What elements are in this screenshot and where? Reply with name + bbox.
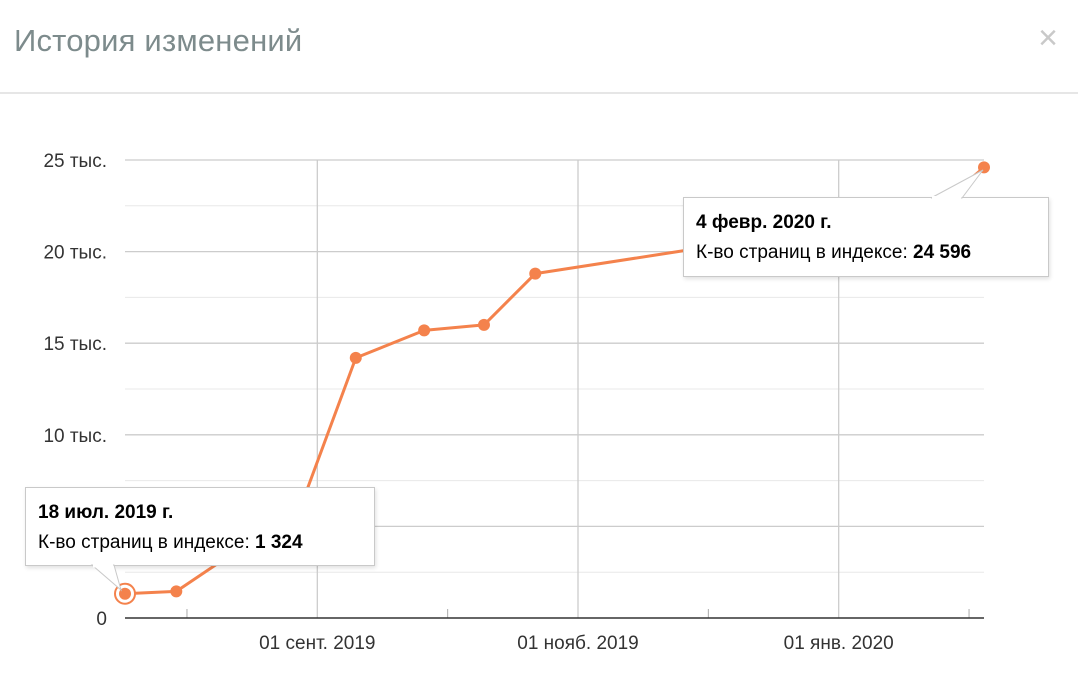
tooltip-metric-label: К-во страниц в индексе: <box>696 242 908 263</box>
tooltip-date: 4 февр. 2020 г. <box>696 212 832 233</box>
modal-header: История изменений × <box>0 0 1078 94</box>
tooltip-value: 24 596 <box>913 242 972 263</box>
tooltip-last-pointer <box>930 169 984 199</box>
x-tick-label: 01 сент. 2019 <box>259 633 375 654</box>
tooltip-first-point: 18 июл. 2019 г. К-во страниц в индексе: … <box>25 487 375 566</box>
y-tick-label: 25 тыс. <box>43 151 107 172</box>
data-point <box>170 585 183 598</box>
tooltip-metric-row: К-во страниц в индексе: 1 324 <box>38 528 362 558</box>
tooltip-date: 18 июл. 2019 г. <box>38 502 174 523</box>
chart-axes <box>125 609 984 619</box>
y-tick-label: 20 тыс. <box>43 243 107 264</box>
data-point <box>119 587 131 600</box>
y-tick-label: 15 тыс. <box>43 334 107 355</box>
x-tick-label: 01 нояб. 2019 <box>517 633 638 654</box>
tooltip-metric-label: К-во страниц в индексе: <box>38 532 250 553</box>
close-icon[interactable]: × <box>1038 19 1058 57</box>
tooltip-value: 1 324 <box>255 532 303 553</box>
y-tick-label: 0 <box>96 609 107 630</box>
x-tick-label: 01 янв. 2020 <box>784 633 894 654</box>
y-tick-label: 10 тыс. <box>43 426 107 447</box>
data-point <box>418 324 431 337</box>
x-axis-labels: 01 сент. 2019 01 нояб. 2019 01 янв. 2020 <box>259 633 894 654</box>
modal-title: История изменений <box>14 23 303 58</box>
data-point <box>978 161 990 174</box>
tooltip-first-pointer <box>90 564 122 592</box>
tooltip-metric-row: К-во страниц в индексе: 24 596 <box>696 238 1036 268</box>
data-point <box>529 267 542 280</box>
y-axis-labels: 0 10 тыс. 15 тыс. 20 тыс. 25 тыс. <box>43 151 107 630</box>
chart-points <box>114 161 990 605</box>
data-point <box>349 351 362 364</box>
tooltip-last-point: 4 февр. 2020 г. К-во страниц в индексе: … <box>683 197 1049 277</box>
data-point <box>477 318 490 331</box>
